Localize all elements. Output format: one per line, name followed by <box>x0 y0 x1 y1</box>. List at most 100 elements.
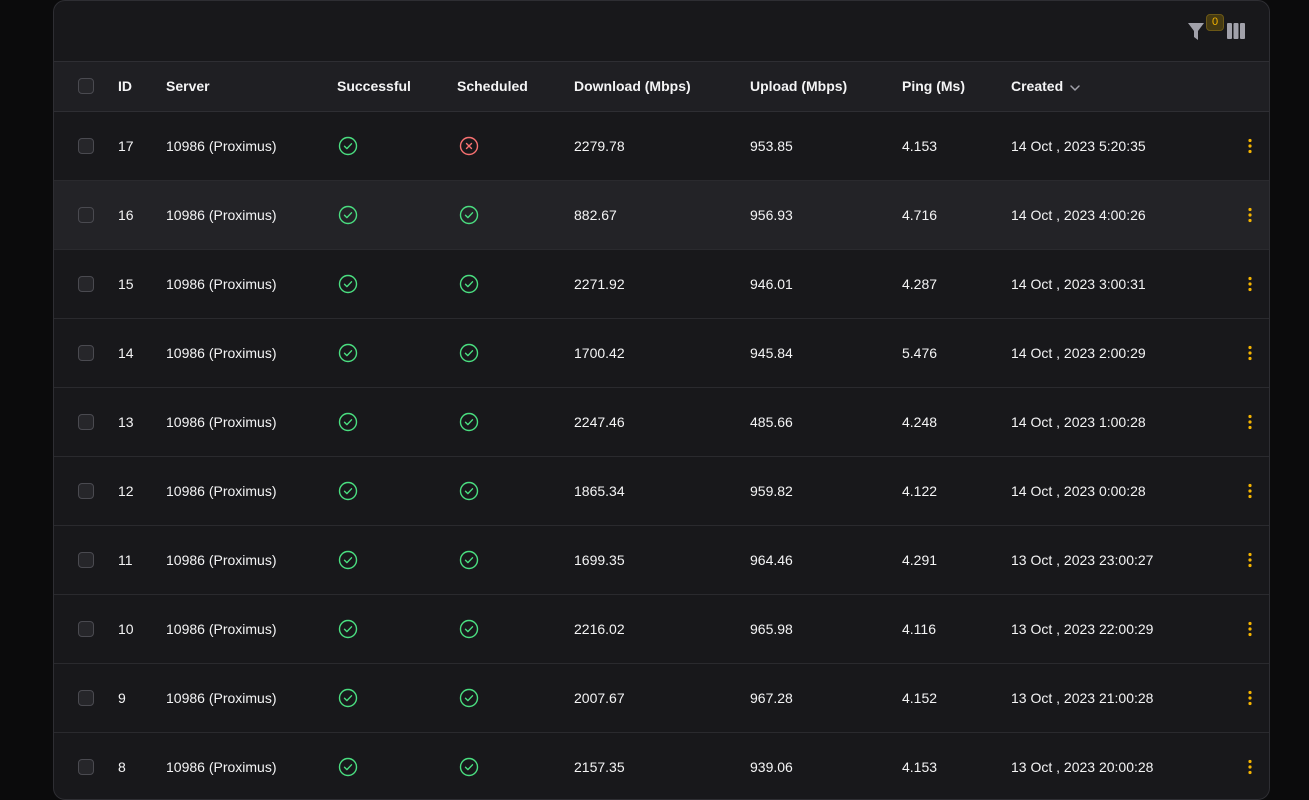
toggle-columns-button[interactable] <box>1227 23 1245 39</box>
table-toolbar: 0 <box>54 1 1269 62</box>
cell-upload: 939.06 <box>750 732 902 799</box>
cell-scheduled <box>457 249 574 319</box>
table-row[interactable]: 14 10986 (Proximus) 1700.42 945.84 5.476 14 O… <box>54 318 1269 388</box>
row-checkbox[interactable] <box>78 758 94 775</box>
cell-ping: 5.476 <box>902 318 1011 388</box>
cell-id: 12 <box>118 456 166 526</box>
cell-server: 10986 (Proximus) <box>166 249 337 319</box>
row-checkbox[interactable] <box>78 344 94 361</box>
more-vertical-icon[interactable] <box>1240 412 1260 432</box>
row-checkbox[interactable] <box>78 689 94 706</box>
cell-upload: 485.66 <box>750 387 902 457</box>
table-row[interactable]: 12 10986 (Proximus) 1865.34 959.82 4.122 14 O… <box>54 456 1269 526</box>
row-checkbox[interactable] <box>78 137 94 154</box>
chevron-down-icon[interactable] <box>1069 82 1081 94</box>
cell-created: 14 Oct , 2023 0:00:28 <box>1011 456 1223 526</box>
cell-created: 14 Oct , 2023 3:00:31 <box>1011 249 1223 319</box>
column-header-scheduled[interactable]: Scheduled <box>457 62 574 112</box>
more-vertical-icon[interactable] <box>1240 136 1260 156</box>
column-header-created-label: Created <box>1011 78 1064 95</box>
column-header-server[interactable]: Server <box>166 62 337 112</box>
table-row[interactable]: 17 10986 (Proximus) 2279.78 953.85 4.153 14 O… <box>54 111 1269 181</box>
cell-download: 1700.42 <box>574 318 750 388</box>
row-checkbox[interactable] <box>78 482 94 499</box>
row-actions-cell <box>1223 180 1269 250</box>
check-circle-icon <box>338 343 358 362</box>
row-checkbox[interactable] <box>78 206 94 223</box>
cell-successful <box>337 180 457 250</box>
cell-download: 2271.92 <box>574 249 750 319</box>
row-select-cell <box>54 663 118 733</box>
row-checkbox[interactable] <box>78 275 94 292</box>
more-vertical-icon[interactable] <box>1240 688 1260 708</box>
table-row[interactable]: 15 10986 (Proximus) 2271.92 946.01 4.287 14 O… <box>54 249 1269 319</box>
row-actions-cell <box>1223 594 1269 664</box>
cell-ping: 4.248 <box>902 387 1011 457</box>
row-checkbox[interactable] <box>78 551 94 568</box>
filter-button[interactable]: 0 <box>1187 14 1224 44</box>
cell-scheduled <box>457 594 574 664</box>
table-row[interactable]: 13 10986 (Proximus) 2247.46 485.66 4.248 14 O… <box>54 387 1269 457</box>
table-row[interactable]: 16 10986 (Proximus) 882.67 956.93 4.716 14 Oc… <box>54 180 1269 250</box>
cell-server: 10986 (Proximus) <box>166 111 337 181</box>
column-header-download[interactable]: Download (Mbps) <box>574 62 750 112</box>
actions-header <box>1223 62 1269 112</box>
cell-created: 13 Oct , 2023 20:00:28 <box>1011 732 1223 799</box>
cell-upload: 953.85 <box>750 111 902 181</box>
table-row[interactable]: 10 10986 (Proximus) 2216.02 965.98 4.116 13 O… <box>54 594 1269 664</box>
cell-created: 13 Oct , 2023 21:00:28 <box>1011 663 1223 733</box>
check-circle-icon <box>338 619 358 638</box>
more-vertical-icon[interactable] <box>1240 550 1260 570</box>
check-circle-icon <box>459 412 479 431</box>
row-actions-cell <box>1223 387 1269 457</box>
table-header-row: ID Server Successful Scheduled Download … <box>54 62 1269 112</box>
cell-ping: 4.152 <box>902 663 1011 733</box>
column-header-created[interactable]: Created <box>1011 62 1223 112</box>
cell-id: 11 <box>118 525 166 595</box>
cell-ping: 4.153 <box>902 732 1011 799</box>
column-header-successful[interactable]: Successful <box>337 62 457 112</box>
table-row[interactable]: 11 10986 (Proximus) 1699.35 964.46 4.291 13 O… <box>54 525 1269 595</box>
cell-id: 16 <box>118 180 166 250</box>
cell-download: 1865.34 <box>574 456 750 526</box>
x-circle-icon <box>459 136 479 155</box>
check-circle-icon <box>338 136 358 155</box>
column-header-ping[interactable]: Ping (Ms) <box>902 62 1011 112</box>
column-header-id[interactable]: ID <box>118 62 166 112</box>
cell-server: 10986 (Proximus) <box>166 387 337 457</box>
more-vertical-icon[interactable] <box>1240 481 1260 501</box>
cell-download: 2247.46 <box>574 387 750 457</box>
cell-id: 9 <box>118 663 166 733</box>
table-row[interactable]: 8 10986 (Proximus) 2157.35 939.06 4.153 13 Oc… <box>54 732 1269 799</box>
row-checkbox[interactable] <box>78 620 94 637</box>
more-vertical-icon[interactable] <box>1240 205 1260 225</box>
cell-server: 10986 (Proximus) <box>166 594 337 664</box>
cell-server: 10986 (Proximus) <box>166 525 337 595</box>
cell-upload: 964.46 <box>750 525 902 595</box>
row-select-cell <box>54 180 118 250</box>
check-circle-icon <box>459 688 479 707</box>
cell-scheduled <box>457 387 574 457</box>
cell-scheduled <box>457 111 574 181</box>
cell-successful <box>337 111 457 181</box>
cell-download: 2216.02 <box>574 594 750 664</box>
row-checkbox[interactable] <box>78 413 94 430</box>
cell-ping: 4.716 <box>902 180 1011 250</box>
more-vertical-icon[interactable] <box>1240 343 1260 363</box>
more-vertical-icon[interactable] <box>1240 757 1260 777</box>
row-select-cell <box>54 594 118 664</box>
more-vertical-icon[interactable] <box>1240 274 1260 294</box>
row-select-cell <box>54 456 118 526</box>
check-circle-icon <box>338 481 358 500</box>
row-actions-cell <box>1223 318 1269 388</box>
column-header-upload[interactable]: Upload (Mbps) <box>750 62 902 112</box>
table-row[interactable]: 9 10986 (Proximus) 2007.67 967.28 4.152 13 Oc… <box>54 663 1269 733</box>
cell-upload: 946.01 <box>750 249 902 319</box>
check-circle-icon <box>459 757 479 776</box>
more-vertical-icon[interactable] <box>1240 619 1260 639</box>
cell-id: 15 <box>118 249 166 319</box>
cell-successful <box>337 525 457 595</box>
select-all-checkbox[interactable] <box>78 78 94 95</box>
check-circle-icon <box>459 481 479 500</box>
row-select-cell <box>54 387 118 457</box>
